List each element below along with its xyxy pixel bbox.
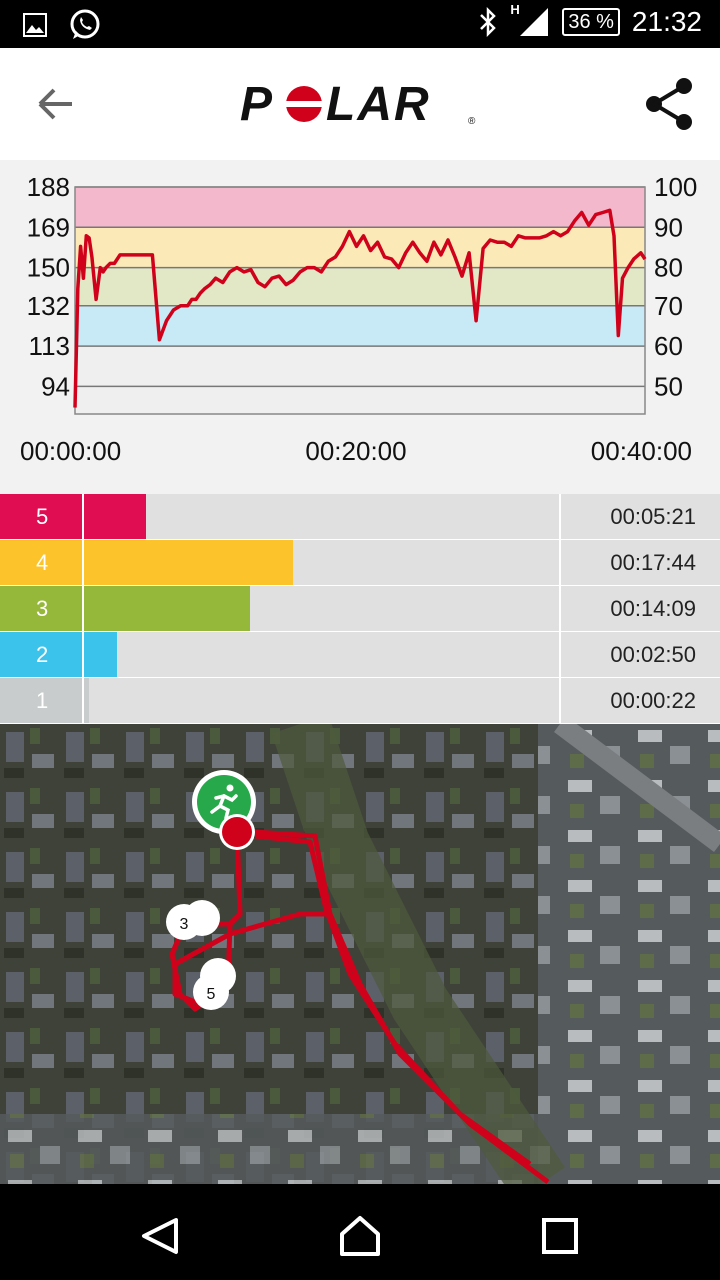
- zone-bar: [84, 586, 250, 631]
- zone-time: 00:17:44: [559, 540, 720, 585]
- zone-row-2: 2 00:02:50: [0, 632, 720, 678]
- zone-row-1: 1 00:00:22: [0, 678, 720, 724]
- zone-divider: [82, 494, 84, 539]
- y-right-tick-label: 100: [654, 172, 697, 202]
- y-right-tick-label: 90: [654, 212, 683, 242]
- heart-rate-chart: 188 100 169 90 150 80 132 70 113 60 94 50 00:00:00 00…: [0, 160, 720, 494]
- zone-time: 00:02:50: [559, 632, 720, 677]
- lap-marker-5[interactable]: 5: [193, 958, 236, 1010]
- lap-marker-label: 3: [180, 916, 189, 933]
- zone-divider: [82, 540, 84, 585]
- lap-marker-label: 5: [207, 986, 216, 1003]
- svg-text:P: P: [240, 78, 274, 130]
- y-right-tick-label: 60: [654, 331, 683, 361]
- share-icon[interactable]: [642, 76, 698, 132]
- y-left-tick-label: 113: [29, 331, 70, 361]
- x-tick-label: 00:20:00: [305, 436, 406, 466]
- svg-text:®: ®: [468, 116, 476, 127]
- zone-time: 00:00:22: [559, 678, 720, 723]
- plot-frame: [74, 186, 646, 415]
- y-left-tick-label: 188: [27, 172, 70, 202]
- zone-number: 2: [0, 632, 82, 677]
- zone-row-3: 3 00:14:09: [0, 586, 720, 632]
- status-bar: H 36 % 21:32: [0, 0, 720, 48]
- route-path: [169, 829, 550, 1184]
- zone-time: 00:05:21: [559, 494, 720, 539]
- end-marker[interactable]: [219, 814, 255, 850]
- running-icon: [210, 784, 238, 820]
- y-right-tick-label: 80: [654, 253, 683, 283]
- zone-time: 00:14:09: [559, 586, 720, 631]
- x-tick-label: 00:40:00: [591, 436, 692, 466]
- system-nav-bar: [0, 1184, 720, 1280]
- lap-marker-3[interactable]: 3: [166, 900, 220, 940]
- zone-divider: [82, 586, 84, 631]
- y-left-tick-label: 169: [27, 212, 70, 242]
- heart-rate-zones: 5 00:05:21 4 00:17:44 3 00:14:09 2 00:02:50 1 00:…: [0, 494, 720, 724]
- zone-bar: [84, 494, 146, 539]
- y-right-tick-label: 70: [654, 291, 683, 321]
- zone-number: 1: [0, 678, 82, 723]
- zone-divider: [82, 632, 84, 677]
- route-map[interactable]: 3 5: [0, 724, 720, 1184]
- zone-row-5: 5 00:05:21: [0, 494, 720, 540]
- y-right-tick-label: 50: [654, 371, 683, 401]
- zone-bar: [84, 632, 117, 677]
- zone-divider: [82, 678, 84, 723]
- svg-text:LAR: LAR: [326, 78, 431, 130]
- battery-icon: 36 %: [562, 8, 620, 36]
- back-triangle-icon[interactable]: [136, 1212, 184, 1260]
- zone-number: 5: [0, 494, 82, 539]
- network-type: H: [510, 2, 520, 17]
- zone-number: 4: [0, 540, 82, 585]
- y-left-tick-label: 150: [27, 253, 70, 283]
- gallery-icon: [23, 13, 47, 37]
- zone-number: 3: [0, 586, 82, 631]
- signal-icon: [520, 8, 549, 36]
- heart-rate-chart-svg: 188 100 169 90 150 80 132 70 113 60 94 50 00:00:00 00…: [20, 172, 697, 466]
- arrow-left-icon[interactable]: [32, 82, 80, 126]
- zone-bar: [84, 678, 89, 723]
- zone-band-3: [75, 267, 645, 306]
- polar-logo: P LAR ®: [240, 78, 476, 130]
- y-left-tick-label: 132: [27, 291, 70, 321]
- heart-rate-line: [73, 208, 647, 408]
- whatsapp-icon: [70, 9, 100, 39]
- y-left-tick-label: 94: [41, 371, 70, 401]
- zone-band-1: [75, 187, 645, 228]
- map-canvas: 3 5: [0, 724, 720, 1184]
- home-icon[interactable]: [336, 1212, 384, 1260]
- zone-band-5: [75, 346, 645, 414]
- x-tick-label: 00:00:00: [20, 436, 121, 466]
- zone-row-4: 4 00:17:44: [0, 540, 720, 586]
- bluetooth-icon: [480, 7, 497, 37]
- clock: 21:32: [631, 6, 702, 37]
- zone-bar: [84, 540, 293, 585]
- app-bar: P LAR ®: [0, 48, 720, 161]
- recents-square-icon[interactable]: [536, 1212, 584, 1260]
